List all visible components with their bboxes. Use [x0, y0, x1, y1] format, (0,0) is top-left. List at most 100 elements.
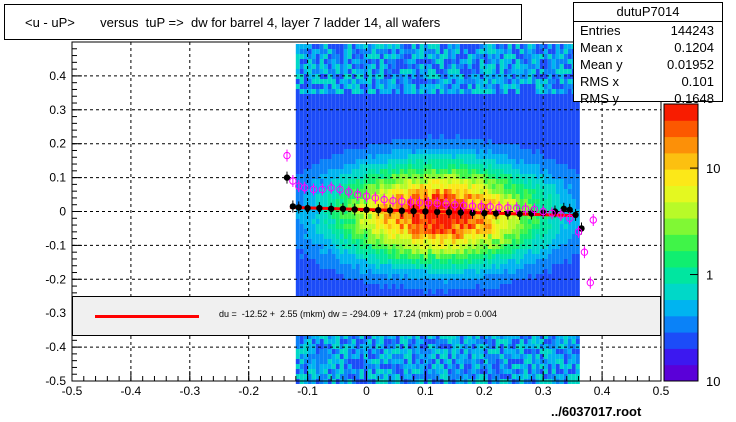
heatmap-cell [559, 169, 564, 174]
heatmap-cell [371, 339, 376, 344]
heatmap-cell [479, 349, 484, 354]
heatmap-cell [327, 344, 332, 349]
heatmap-cell [379, 79, 384, 84]
heatmap-cell [463, 274, 468, 279]
heatmap-cell [355, 354, 360, 359]
heatmap-cell [303, 49, 308, 54]
heatmap-cell [331, 344, 336, 349]
heatmap-cell [315, 244, 320, 249]
heatmap-cell [335, 354, 340, 359]
heatmap-cell [459, 279, 464, 284]
heatmap-cell [443, 54, 448, 59]
heatmap-cell [419, 59, 424, 64]
heatmap-cell [395, 279, 400, 284]
heatmap-cell [371, 174, 376, 179]
heatmap-cell [315, 254, 320, 259]
heatmap-cell [375, 164, 380, 169]
heatmap-cell [407, 119, 412, 124]
heatmap-cell [559, 339, 564, 344]
heatmap-cell [415, 89, 420, 94]
heatmap-cell [303, 199, 308, 204]
heatmap-cell [387, 129, 392, 134]
heatmap-cell [427, 344, 432, 349]
fit-line [289, 205, 576, 218]
heatmap-cell [339, 94, 344, 99]
heatmap-cell [359, 154, 364, 159]
heatmap-cell [443, 234, 448, 239]
heatmap-cell [415, 74, 420, 79]
heatmap-cell [315, 114, 320, 119]
heatmap-cell [519, 134, 524, 139]
heatmap-cell [535, 134, 540, 139]
heatmap-cell [327, 289, 332, 294]
heatmap-cell [387, 169, 392, 174]
heatmap-cell [443, 124, 448, 129]
heatmap-cell [571, 119, 576, 124]
heatmap-cell [451, 89, 456, 94]
heatmap-cell [419, 49, 424, 54]
heatmap-cell [531, 159, 536, 164]
heatmap-cell [539, 129, 544, 134]
heatmap-cell [311, 169, 316, 174]
heatmap-cell [471, 244, 476, 249]
heatmap-cell [347, 74, 352, 79]
heatmap-cell [535, 59, 540, 64]
heatmap-cell [515, 344, 520, 349]
heatmap-cell [411, 114, 416, 119]
heatmap-cell [507, 104, 512, 109]
heatmap-cell [443, 194, 448, 199]
heatmap-cell [539, 194, 544, 199]
heatmap-cell [499, 259, 504, 264]
heatmap-cell [403, 164, 408, 169]
heatmap-cell [339, 214, 344, 219]
heatmap-cell [575, 129, 580, 134]
heatmap-cell [399, 74, 404, 79]
heatmap-cell [535, 259, 540, 264]
heatmap-cell [435, 374, 440, 379]
heatmap-cell [299, 374, 304, 379]
heatmap-cell [451, 229, 456, 234]
profile-point [422, 208, 429, 215]
heatmap-cell [455, 184, 460, 189]
heatmap-cell [335, 259, 340, 264]
heatmap-cell [363, 54, 368, 59]
heatmap-cell [331, 364, 336, 369]
heatmap-cell [407, 124, 412, 129]
heatmap-cell [499, 184, 504, 189]
heatmap-cell [331, 174, 336, 179]
heatmap-cell [447, 149, 452, 154]
heatmap-cell [339, 139, 344, 144]
heatmap-cell [451, 109, 456, 114]
heatmap-cell [327, 124, 332, 129]
heatmap-cell [531, 124, 536, 129]
heatmap-cell [503, 89, 508, 94]
heatmap-cell [399, 179, 404, 184]
heatmap-cell [323, 244, 328, 249]
heatmap-cell [395, 109, 400, 114]
heatmap-cell [411, 334, 416, 339]
heatmap-cell [443, 89, 448, 94]
heatmap-cell [375, 109, 380, 114]
heatmap-cell [507, 214, 512, 219]
heatmap-cell [507, 64, 512, 69]
heatmap-cell [483, 74, 488, 79]
heatmap-cell [331, 259, 336, 264]
heatmap-cell [459, 184, 464, 189]
heatmap-cell [519, 234, 524, 239]
heatmap-cell [355, 114, 360, 119]
heatmap-cell [447, 89, 452, 94]
heatmap-cell [315, 224, 320, 229]
heatmap-cell [371, 234, 376, 239]
heatmap-cell [303, 344, 308, 349]
heatmap-cell [547, 129, 552, 134]
heatmap-cell [411, 49, 416, 54]
heatmap-cell [571, 219, 576, 224]
heatmap-cell [495, 144, 500, 149]
heatmap-cell [371, 199, 376, 204]
heatmap-cell [299, 264, 304, 269]
heatmap-cell [319, 119, 324, 124]
heatmap-cell [423, 109, 428, 114]
heatmap-cell [339, 344, 344, 349]
heatmap-cell [451, 369, 456, 374]
heatmap-cell [407, 109, 412, 114]
